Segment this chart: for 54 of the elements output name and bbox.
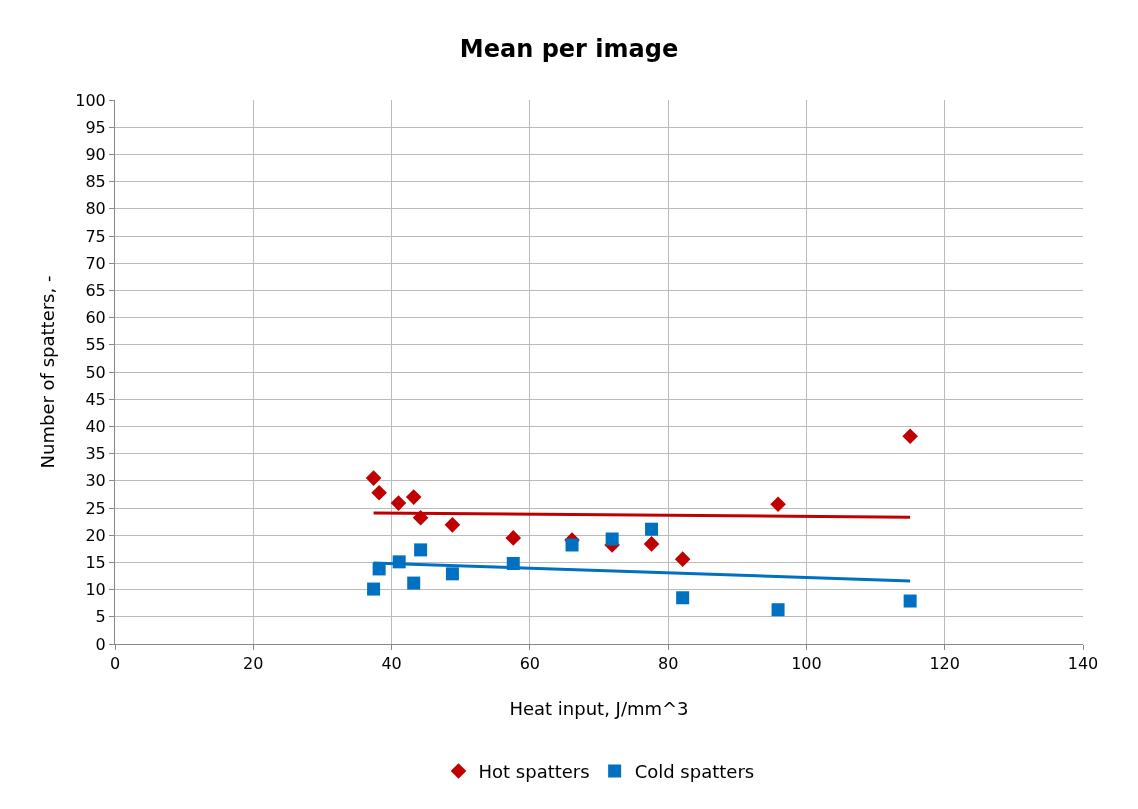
- point: [902, 428, 918, 444]
- y-tick-label: 25: [85, 498, 106, 518]
- point: [405, 489, 422, 505]
- y-tick-label: 35: [85, 444, 106, 464]
- y-tick-label: 75: [85, 226, 106, 246]
- point: [676, 591, 690, 605]
- point: [605, 532, 619, 546]
- y-tick-label: 90: [85, 145, 106, 164]
- y-tick-label: 5: [95, 607, 106, 627]
- point: [674, 551, 691, 567]
- x-axis-title: Heat input, J/mm^3: [509, 698, 689, 720]
- x-tick-label: 80: [657, 654, 679, 674]
- y-tick-label: 45: [85, 389, 106, 409]
- y-tick-label: 20: [85, 525, 106, 545]
- y-tick-label: 50: [85, 362, 106, 382]
- x-tick-label: 20: [243, 654, 264, 674]
- point: [407, 576, 421, 590]
- y-tick-label: 40: [85, 417, 106, 436]
- point: [445, 567, 459, 581]
- y-axis-title: Number of spatters, -: [37, 275, 59, 469]
- x-tick-label: 0: [109, 654, 121, 674]
- legend-label: Hot spatters: [478, 761, 590, 783]
- y-tick-label: 60: [85, 308, 106, 328]
- y-tick-label: 0: [95, 634, 106, 654]
- point: [505, 530, 522, 546]
- point: [771, 603, 785, 617]
- point: [390, 495, 407, 511]
- y-tick-label: 55: [85, 335, 106, 355]
- y-tick-label: 10: [85, 580, 106, 600]
- point: [645, 522, 659, 536]
- y-tick-label: 65: [85, 281, 106, 300]
- y-tick-label: 80: [85, 199, 106, 219]
- point: [367, 582, 381, 596]
- point: [365, 470, 382, 486]
- point: [643, 536, 660, 552]
- y-tick-label: 70: [85, 253, 106, 273]
- point: [371, 484, 387, 501]
- x-tick-label: 40: [381, 654, 402, 674]
- chart-title: Mean per image: [459, 35, 679, 64]
- y-tick-label: 95: [85, 117, 106, 137]
- x-tick-label: 140: [1067, 654, 1099, 674]
- point: [414, 543, 428, 557]
- legend-label: Cold spatters: [634, 761, 755, 783]
- point: [903, 594, 917, 608]
- y-tick-label: 85: [85, 172, 106, 192]
- y-tick-label: 30: [85, 471, 106, 491]
- point: [770, 496, 786, 512]
- x-tick-label: 120: [929, 654, 960, 674]
- x-tick-label: 60: [519, 654, 541, 674]
- x-tick-label: 100: [791, 654, 822, 674]
- point: [565, 538, 579, 552]
- y-tick-label: 15: [85, 553, 106, 572]
- y-tick-label: 100: [75, 90, 106, 110]
- point: [444, 517, 461, 533]
